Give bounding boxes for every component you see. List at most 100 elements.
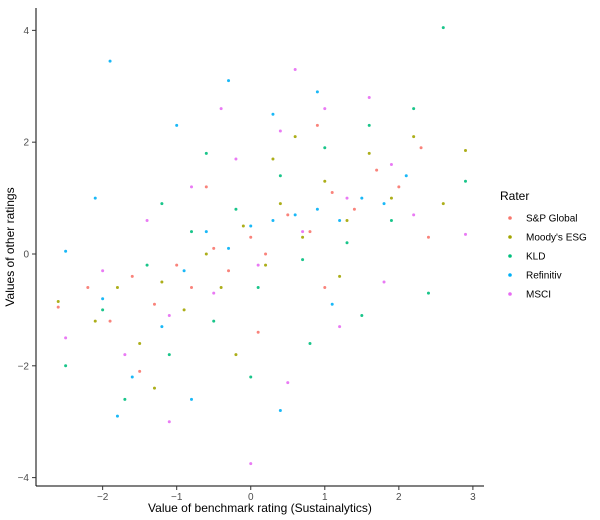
data-point: [219, 107, 223, 111]
data-point: [338, 218, 342, 222]
data-point: [323, 286, 327, 290]
data-point: [382, 280, 386, 284]
data-point: [145, 263, 149, 267]
data-point: [138, 341, 142, 345]
data-point: [64, 364, 68, 368]
data-point: [160, 280, 164, 284]
data-point: [286, 381, 290, 385]
x-axis-ticks: −2 −1 0 1 2 3: [97, 486, 476, 503]
data-point: [308, 230, 312, 234]
data-point: [101, 308, 105, 312]
data-point: [175, 263, 179, 267]
data-point: [108, 59, 112, 63]
data-point: [130, 375, 134, 379]
data-point: [212, 246, 216, 250]
data-point: [463, 149, 467, 153]
data-point: [389, 218, 393, 222]
data-point: [286, 213, 290, 217]
plot-area: [56, 26, 467, 466]
data-point: [241, 224, 245, 228]
data-point: [323, 146, 327, 150]
data-point: [463, 232, 467, 236]
data-point: [330, 190, 334, 194]
data-point: [56, 300, 60, 304]
y-tick-label: 2: [23, 138, 29, 149]
data-point: [404, 174, 408, 178]
data-point: [264, 252, 268, 256]
data-point: [219, 286, 223, 290]
data-point: [175, 123, 179, 127]
data-point: [190, 185, 193, 189]
data-point: [345, 218, 349, 222]
legend: Rater S&P Global Moody's ESG KLD Refinitiv M…: [500, 189, 587, 301]
data-point: [412, 213, 416, 217]
data-point: [182, 269, 186, 273]
data-point: [115, 414, 119, 418]
data-point: [249, 375, 253, 379]
data-point: [301, 230, 305, 234]
data-point: [167, 353, 171, 357]
legend-label: MSCI: [526, 290, 551, 301]
y-tick-label: 0: [23, 249, 29, 260]
data-point: [152, 386, 156, 390]
data-point: [419, 146, 423, 150]
data-point: [301, 235, 305, 239]
y-axis-ticks: −4 −2 0 2 4: [18, 26, 36, 484]
data-point: [234, 157, 238, 161]
legend-label: Refinitiv: [526, 271, 562, 282]
data-point: [86, 286, 90, 290]
x-axis-title: Value of benchmark rating (Sustainalytic…: [148, 501, 372, 515]
data-point: [308, 341, 312, 345]
data-point: [115, 286, 119, 290]
data-point: [278, 409, 282, 413]
data-point: [160, 202, 164, 206]
data-point: [123, 353, 127, 357]
data-point: [301, 258, 305, 262]
data-point: [264, 263, 268, 267]
data-point: [315, 90, 319, 94]
data-point: [389, 196, 393, 200]
legend-label: Moody's ESG: [526, 233, 587, 244]
data-point: [360, 313, 364, 317]
data-point: [190, 230, 193, 234]
legend-title: Rater: [500, 189, 529, 203]
x-tick-label: 1: [322, 492, 328, 503]
data-point: [426, 291, 430, 295]
data-point: [182, 308, 186, 312]
data-point: [397, 185, 401, 189]
data-point: [249, 224, 253, 228]
data-point: [212, 319, 216, 323]
legend-items: S&P Global Moody's ESG KLD Refinitiv MSCI: [508, 214, 587, 301]
data-point: [93, 319, 97, 323]
data-point: [278, 202, 282, 206]
data-point: [227, 269, 231, 273]
x-tick-label: 0: [248, 492, 254, 503]
data-point: [412, 135, 416, 139]
data-point: [338, 325, 342, 329]
data-point: [190, 397, 193, 401]
data-point: [441, 26, 445, 30]
data-point: [108, 319, 112, 323]
data-point: [338, 274, 342, 278]
data-point: [278, 174, 282, 178]
legend-swatch: [508, 216, 512, 220]
data-point: [293, 135, 297, 139]
data-point: [293, 68, 297, 71]
data-point: [256, 286, 260, 290]
data-point: [93, 196, 97, 200]
legend-swatch: [508, 273, 512, 277]
data-point: [204, 230, 208, 234]
legend-swatch: [508, 235, 512, 239]
y-axis-title: Values of other ratings: [3, 187, 17, 306]
legend-swatch: [508, 292, 512, 296]
data-point: [152, 302, 156, 306]
data-point: [56, 305, 60, 309]
data-point: [367, 151, 371, 155]
legend-label: KLD: [526, 252, 545, 263]
data-point: [204, 185, 208, 189]
x-tick-label: −2: [97, 492, 109, 503]
data-point: [271, 112, 275, 116]
x-tick-label: 3: [470, 492, 476, 503]
data-point: [101, 269, 105, 273]
